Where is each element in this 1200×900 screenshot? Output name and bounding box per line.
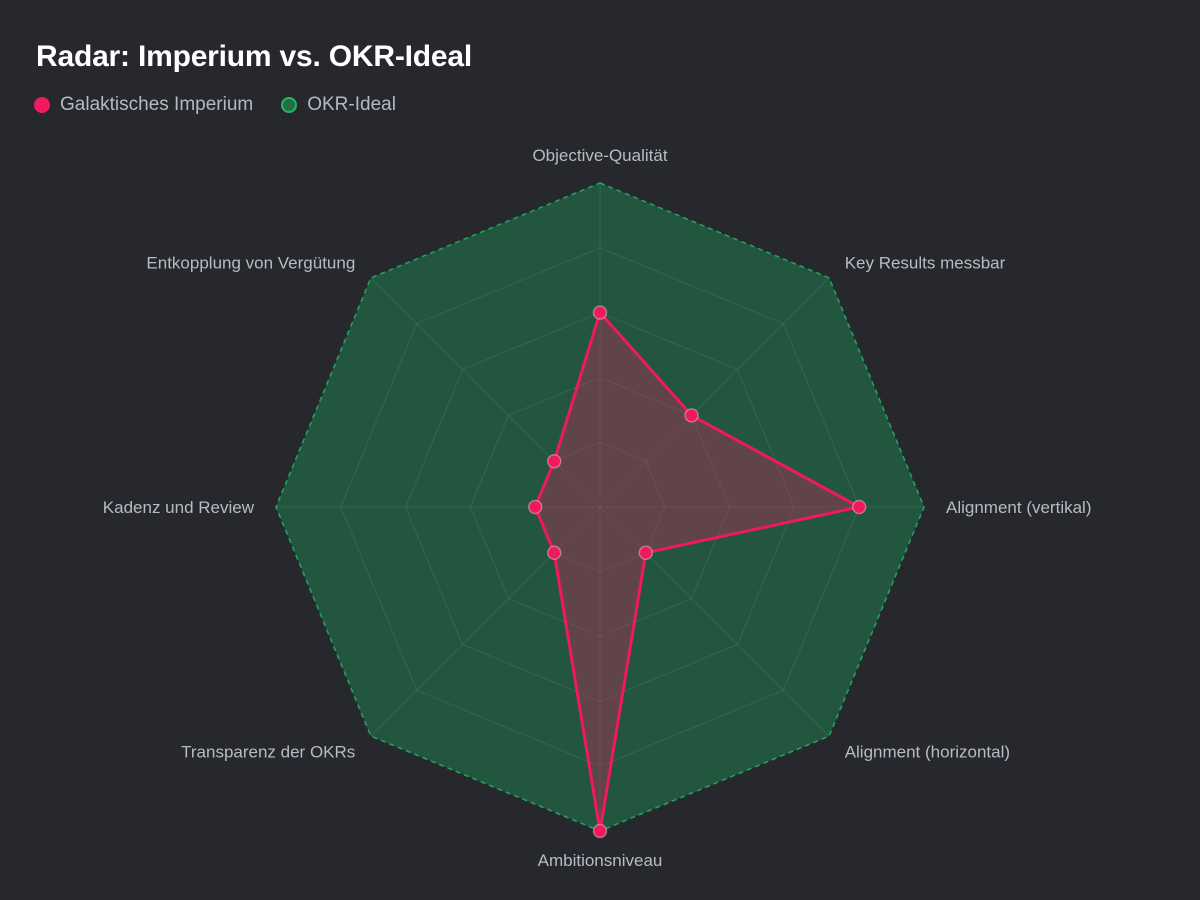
data-point-kadenz-und-review	[527, 499, 543, 515]
grid-ring	[340, 247, 860, 767]
axis-label-alignment-horizontal: Alignment (horizontal)	[845, 743, 1010, 762]
legend: Galaktisches Imperium OKR-Ideal	[34, 94, 396, 116]
legend-swatch-okr-ideal	[281, 97, 298, 113]
chart-title: Radar: Imperium vs. OKR-Ideal	[36, 40, 472, 73]
axis-label-transparenz-der-okrs: Transparenz der OKRs	[181, 743, 355, 762]
axis-label-key-results-messbar: Key Results messbar	[845, 253, 1006, 272]
axis-label-alignment-vertikal: Alignment (vertikal)	[946, 498, 1092, 517]
data-point-transparenz-der-okrs	[546, 545, 562, 561]
data-point-entkopplung-von-vergütung	[546, 453, 562, 469]
grid-ring	[469, 376, 731, 638]
legend-swatch-galaktisches-imperium	[34, 97, 50, 113]
axis-label-ambitionsniveau: Ambitionsniveau	[538, 851, 663, 870]
data-point-ambitionsniveau	[592, 823, 608, 839]
axis-label-objective-qualität: Objective-Qualität	[532, 146, 667, 165]
data-point-key-results-messbar	[684, 408, 699, 423]
legend-item-okr-ideal[interactable]: OKR-Ideal	[281, 94, 396, 116]
data-point-objective-qualität	[592, 305, 608, 320]
legend-item-galaktisches-imperium[interactable]: Galaktisches Imperium	[34, 94, 253, 116]
legend-label-okr-ideal: OKR-Ideal	[307, 94, 396, 115]
grid-spoke	[599, 277, 830, 508]
data-point-alignment-vertikal	[851, 499, 867, 515]
data-point-alignment-horizontal	[638, 545, 654, 561]
grid-spoke	[370, 277, 601, 508]
grid-ring	[405, 312, 795, 702]
grid-spoke	[599, 506, 830, 737]
axis-label-kadenz-und-review: Kadenz und Review	[103, 498, 255, 517]
legend-label-galaktisches-imperium: Galaktisches Imperium	[60, 94, 254, 115]
grid-spoke	[370, 506, 601, 737]
axis-label-entkopplung-von-vergütung: Entkopplung von Vergütung	[146, 253, 355, 272]
